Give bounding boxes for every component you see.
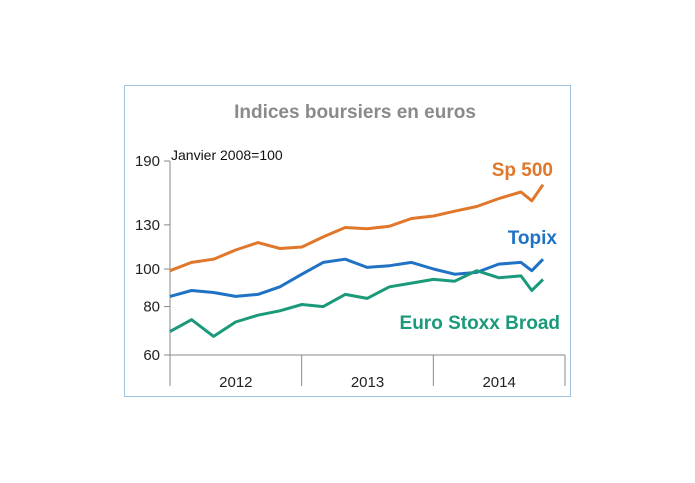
series-line-euro-stoxx-broad — [169, 269, 545, 338]
y-tick-label: 60 — [143, 347, 160, 364]
series-label-sp-500: Sp 500 — [492, 160, 553, 181]
y-tick-label: 80 — [143, 299, 160, 316]
x-tick-label: 2012 — [219, 374, 252, 391]
chart-frame: Indices boursiers en euros Janvier 2008=… — [124, 85, 571, 397]
line-chart: Indices boursiers en euros Janvier 2008=… — [135, 102, 566, 391]
y-tick-label: 130 — [135, 217, 160, 234]
series-label-euro-stoxx-broad: Euro Stoxx Broad — [400, 313, 560, 334]
series-line-topix — [169, 257, 545, 298]
y-tick-label: 100 — [135, 261, 160, 278]
x-tick-label: 2013 — [351, 374, 384, 391]
series-label-topix: Topix — [508, 228, 558, 249]
y-tick-label: 190 — [135, 153, 160, 170]
series-line-sp-500 — [169, 183, 545, 273]
chart-title: Indices boursiers en euros — [234, 102, 476, 123]
axes: 60 80 100 130 190 2012 2013 2014 — [135, 153, 566, 391]
series-labels: Sp 500 Topix Euro Stoxx Broad — [400, 160, 560, 334]
series-lines — [169, 183, 545, 338]
x-tick-label: 2014 — [482, 374, 515, 391]
chart-note: Janvier 2008=100 — [171, 147, 283, 163]
